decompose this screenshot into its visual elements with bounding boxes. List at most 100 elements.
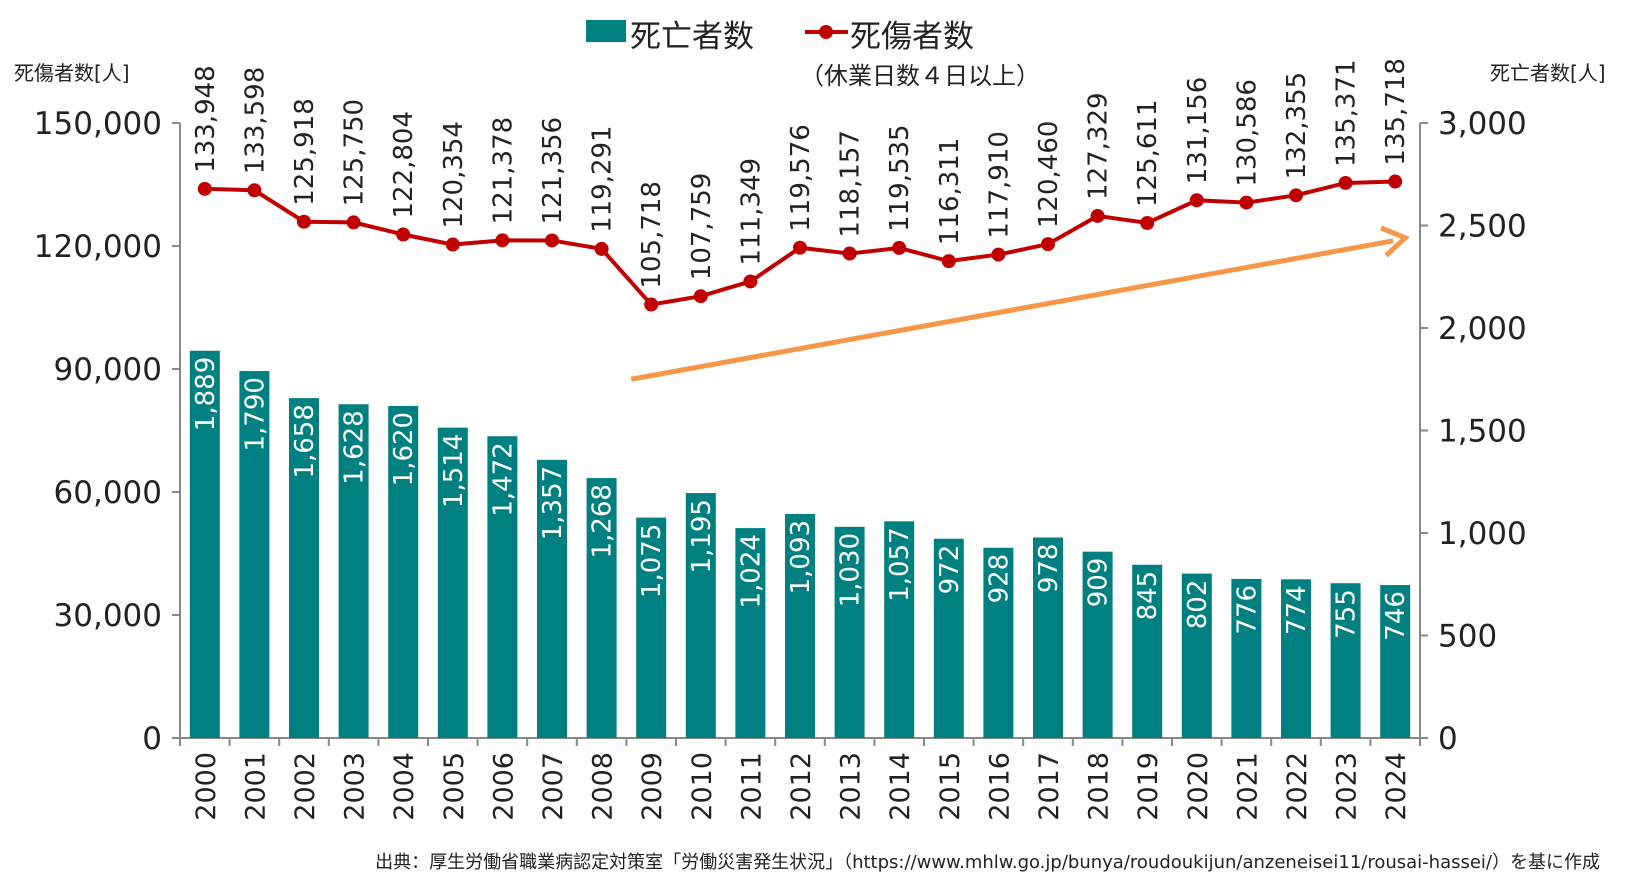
trend-arrow-head	[1380, 225, 1410, 258]
line-point	[495, 233, 510, 248]
line-value-label: 119,576	[786, 124, 816, 232]
x-tick-label: 2016	[984, 752, 1015, 821]
line-value-label: 119,291	[588, 125, 618, 233]
bar	[834, 526, 865, 738]
line-point	[991, 247, 1006, 262]
bar	[685, 493, 716, 738]
line-point	[247, 183, 262, 198]
bar-value-label: 746	[1381, 591, 1411, 641]
line-value-label: 127,329	[1084, 92, 1114, 200]
x-tick-label: 2014	[885, 752, 916, 821]
bar-series: 1,889 1,790 1,658 1,628 1,620 1,514 1,472 1,357…	[189, 350, 1411, 738]
legend: 死亡者数 死傷者数 （休業日数４日以上）	[586, 19, 1040, 90]
bar	[1132, 564, 1163, 738]
x-tick-label: 2021	[1232, 752, 1263, 821]
bar-value-label: 1,057	[885, 527, 915, 601]
legend-bar-swatch	[586, 20, 626, 42]
left-tick-label: 150,000	[34, 106, 162, 142]
line-point	[1090, 208, 1105, 223]
line-value-label: 120,460	[1034, 121, 1064, 229]
legend-line-marker	[819, 25, 833, 39]
x-tick-label: 2019	[1133, 752, 1164, 821]
bar-value-label: 1,889	[191, 357, 221, 431]
x-tick-label: 2006	[488, 752, 519, 821]
line-point	[842, 246, 857, 261]
line-value-label: 105,718	[637, 181, 667, 289]
bar	[636, 517, 667, 738]
line-value-label: 135,371	[1332, 59, 1362, 167]
bar	[239, 371, 270, 738]
left-axis-unit: 死傷者数[人]	[14, 61, 130, 85]
trend-arrow-shaft	[630, 238, 1394, 382]
bar	[289, 398, 319, 738]
axes: 0 30,000 60,000 90,000 120,000 150,000 0 500 1,0…	[34, 106, 1527, 821]
legend-line-sublabel: （休業日数４日以上）	[800, 62, 1040, 90]
line-value-label: 120,354	[439, 121, 469, 229]
right-tick-label: 1,500	[1438, 414, 1527, 450]
bar	[388, 405, 419, 738]
line-point	[1140, 215, 1155, 230]
line-value-label: 125,750	[340, 99, 370, 207]
bar-value-label: 774	[1282, 585, 1312, 635]
bar-value-label: 1,093	[786, 520, 816, 594]
left-tick-label: 60,000	[54, 475, 162, 511]
bar	[1380, 585, 1411, 738]
line-value-label: 122,804	[389, 111, 419, 219]
bar-value-label: 1,472	[488, 442, 518, 516]
bar	[884, 521, 915, 738]
bar-value-label: 1,628	[340, 410, 370, 484]
line-value-label: 125,918	[290, 98, 320, 206]
x-tick-label: 2004	[389, 752, 420, 821]
bar-value-label: 1,195	[687, 499, 717, 573]
line-value-label: 135,718	[1381, 58, 1411, 166]
line-point	[743, 274, 758, 289]
bar-value-label: 978	[1034, 544, 1064, 594]
line-point	[1338, 175, 1353, 190]
right-tick-label: 0	[1438, 721, 1458, 757]
bar	[1033, 537, 1063, 738]
x-tick-label: 2003	[340, 752, 371, 821]
x-tick-label: 2013	[836, 752, 867, 821]
x-tick-label: 2023	[1332, 752, 1363, 821]
line-point	[941, 254, 956, 269]
line-value-label: 133,598	[240, 67, 270, 175]
x-tick-label: 2005	[439, 752, 470, 821]
left-tick-label: 120,000	[34, 229, 162, 265]
line-point	[545, 233, 559, 248]
left-tick-label: 30,000	[54, 598, 162, 634]
right-tick-label: 2,000	[1438, 311, 1527, 347]
left-tick-label: 90,000	[54, 352, 162, 388]
bar-value-label: 1,075	[637, 524, 667, 598]
x-tick-label: 2015	[935, 752, 966, 821]
x-tick-label: 2008	[588, 752, 619, 821]
x-tick-label: 2009	[637, 752, 668, 821]
bar-value-label: 802	[1183, 580, 1213, 630]
right-axis-unit: 死亡者数[人]	[1490, 61, 1606, 85]
line-point	[1239, 195, 1254, 210]
bar	[933, 538, 964, 738]
x-tick-label: 2011	[736, 752, 767, 821]
line-value-label: 111,349	[736, 158, 766, 266]
bar	[983, 547, 1014, 738]
x-tick-label: 2024	[1381, 752, 1412, 821]
bar	[1082, 551, 1113, 738]
line-point	[445, 237, 460, 252]
legend-bar-label: 死亡者数	[630, 19, 754, 55]
bar-value-label: 1,790	[240, 377, 270, 451]
line-point	[1388, 174, 1403, 189]
line-value-label: 107,759	[687, 173, 717, 281]
bar	[785, 513, 815, 738]
x-tick-label: 2018	[1084, 752, 1115, 821]
line-point	[396, 227, 411, 242]
bar-value-label: 1,030	[836, 533, 866, 607]
line-point	[644, 297, 659, 312]
x-tick-label: 2007	[538, 752, 569, 821]
x-tick-label: 2001	[240, 752, 271, 821]
line-point	[346, 215, 361, 230]
bar	[1330, 583, 1361, 738]
right-tick-label: 2,500	[1438, 209, 1527, 245]
bar	[1231, 578, 1262, 738]
line-value-label: 125,611	[1133, 99, 1163, 207]
line-value-label: 133,948	[191, 65, 221, 173]
